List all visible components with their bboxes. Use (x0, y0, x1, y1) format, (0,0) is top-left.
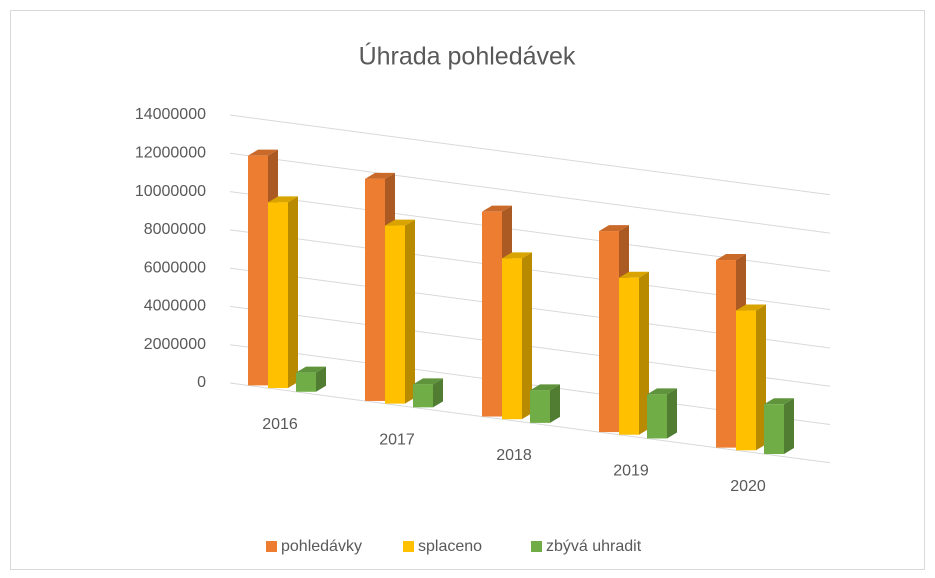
chart-border (10, 10, 925, 570)
bar (716, 260, 736, 448)
bar-side (522, 252, 532, 420)
bar (413, 384, 433, 408)
bar-top (736, 304, 766, 311)
x-tick-label: 2017 (379, 431, 415, 448)
y-tick-label: 2000000 (144, 336, 206, 353)
bar (296, 372, 316, 392)
y-tick-label: 8000000 (144, 221, 206, 238)
legend-label: splaceno (418, 538, 482, 555)
x-tick-label: 2016 (262, 416, 298, 433)
bar-top (502, 252, 532, 259)
bar-top (619, 271, 649, 278)
legend-swatch (266, 541, 277, 552)
bar-side (405, 219, 415, 404)
bar (502, 258, 522, 420)
bar (365, 178, 385, 401)
bar (599, 231, 619, 433)
bar-side (433, 378, 443, 408)
legend-swatch (403, 541, 414, 552)
bar-top (365, 172, 395, 179)
bar-top (764, 398, 794, 405)
bar (248, 155, 268, 386)
bar-side (784, 398, 794, 455)
bar-top (385, 219, 415, 226)
bar-top (296, 366, 326, 373)
y-tick-label: 0 (197, 374, 206, 391)
bar (619, 277, 639, 435)
bar-side (639, 271, 649, 435)
bar (764, 404, 784, 455)
bar-top (248, 149, 278, 156)
y-tick-label: 12000000 (135, 145, 206, 162)
bar-top (268, 196, 298, 203)
bar (530, 390, 550, 423)
bar-side (316, 366, 326, 392)
x-tick-label: 2018 (496, 447, 532, 464)
bar-top (599, 225, 629, 232)
x-tick-label: 2020 (730, 478, 766, 495)
y-tick-label: 6000000 (144, 259, 206, 276)
x-tick-label: 2019 (613, 463, 649, 480)
bar (647, 394, 667, 439)
bar (268, 202, 288, 389)
bar-top (647, 388, 677, 395)
y-tick-label: 4000000 (144, 298, 206, 315)
chart-title: Úhrada pohledávek (359, 42, 576, 71)
legend-label: zbývá uhradit (546, 538, 642, 555)
grid-line (229, 152, 831, 234)
grid-line (229, 114, 831, 196)
legend-label: pohledávky (281, 538, 362, 555)
bar-side (756, 304, 766, 451)
bar-top (716, 254, 746, 261)
bar-side (667, 388, 677, 439)
bar-side (550, 384, 560, 423)
legend-swatch (531, 541, 542, 552)
y-tick-label: 14000000 (135, 106, 206, 123)
y-tick-label: 10000000 (135, 183, 206, 200)
bar-top (482, 205, 512, 212)
bar (385, 225, 405, 404)
bar-top (413, 378, 443, 385)
bar-top (530, 384, 560, 391)
bar (482, 211, 502, 417)
bar (736, 310, 756, 451)
bar-side (288, 196, 298, 389)
